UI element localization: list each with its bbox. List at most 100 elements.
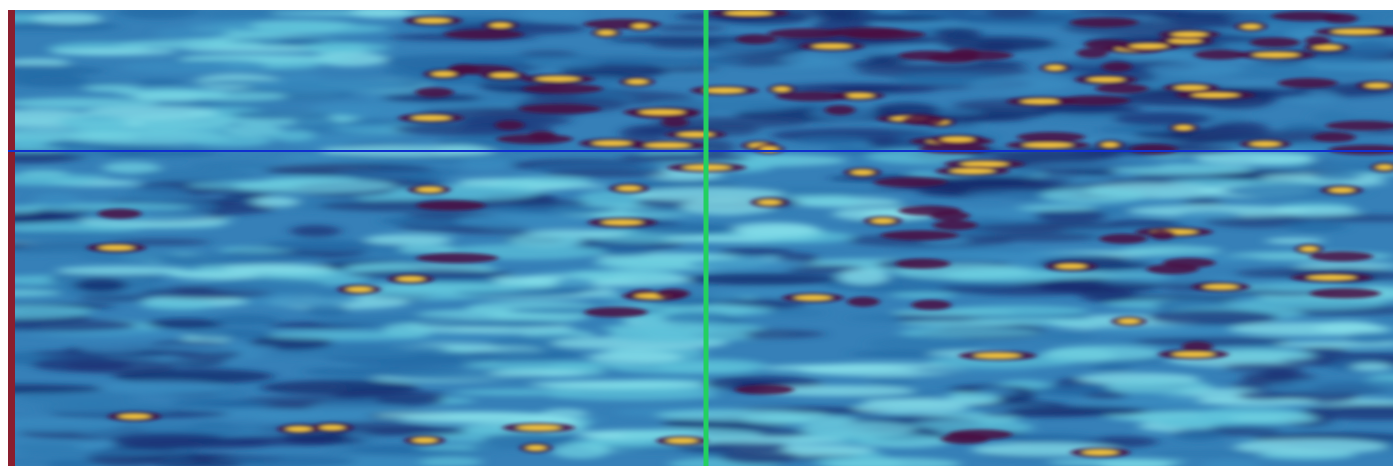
streak [1291,161,1393,173]
hotspot-core [1203,284,1239,290]
streak [306,304,350,317]
streak [883,280,1023,287]
streak [1194,397,1318,407]
streak [1227,70,1386,80]
hotspot-rim [842,29,926,40]
streak [1261,367,1302,381]
hotspot-rim [496,133,573,144]
hotspot-rim [1101,61,1133,72]
hotspot-core [1174,125,1193,131]
streak [547,389,719,401]
hotspot-rim [1069,17,1139,28]
hotspot-rim [661,117,689,128]
hotspot-rim [880,230,959,241]
streak [552,444,611,459]
streak [827,457,962,466]
hotspot-core [632,23,649,29]
hotspot-core [794,295,832,301]
streak [1005,405,1148,416]
hotspot-rim [1149,229,1176,240]
streak [1230,412,1319,425]
hotspot-core [592,140,632,146]
streak [154,26,229,40]
streak [653,24,726,32]
streak [267,349,421,359]
streak [911,366,1035,374]
streak [459,349,582,361]
streak [140,299,217,311]
streak [212,314,280,326]
streak [8,319,137,332]
streak [1134,337,1291,346]
streak [1234,438,1388,455]
streak [113,438,275,450]
streak [519,10,589,21]
streak [1108,219,1181,228]
streak [763,364,907,372]
streak [1177,210,1242,220]
hotspot-core [1249,141,1281,147]
hotspot-rim [522,83,603,94]
streak [663,311,734,325]
hotspot-core [1191,92,1240,98]
streak [99,380,225,394]
streak [1172,428,1225,442]
streak [525,59,603,69]
hotspot-core [490,72,518,78]
hotspot-rim [1129,144,1178,155]
hotspot-core [1171,31,1208,37]
streak [962,318,1110,325]
hotspot-core [346,286,373,292]
streak [544,169,670,178]
hotspot-core [1168,38,1202,44]
streak [188,134,273,147]
streak [169,271,260,279]
streak [1274,206,1360,216]
streak [587,350,683,364]
streak [207,277,327,294]
streak [1294,262,1393,269]
streak [1265,237,1325,245]
streak [33,349,201,357]
hotspot-core [1364,83,1390,89]
streak [233,178,396,194]
streak [470,441,528,452]
streak [135,343,278,353]
streak [1201,459,1261,466]
streak [333,168,462,176]
hotspot-rim [775,91,850,102]
hotspot-rim [735,34,777,45]
streak [134,79,184,86]
streak [252,196,299,207]
hotspot-core [517,425,561,431]
streak [16,391,138,405]
hotspot-core [285,426,313,432]
hotspot-core [1331,29,1382,35]
hotspot-rim [930,210,970,221]
hotspot-core [1055,263,1087,269]
streak [323,102,436,119]
streak [8,74,88,87]
hotspot-core [960,161,1009,167]
streak [1030,161,1166,170]
streak [1225,283,1349,292]
streak [8,418,124,432]
streak [728,222,819,237]
streak [686,55,745,66]
streak [976,387,1018,396]
hotspot-core [724,10,773,16]
hotspot-rim [1099,233,1148,244]
hotspot-core [415,18,451,24]
streak [1342,332,1393,344]
hotspot-rim [1181,341,1213,352]
hotspot-core [950,168,995,174]
streak [265,239,373,251]
hotspot-core [411,115,451,121]
streak [33,192,80,207]
streak [374,411,555,420]
streak [399,243,455,256]
streak [620,125,671,141]
streak [618,153,750,163]
streak [967,76,1071,93]
hotspot-core [526,445,546,451]
